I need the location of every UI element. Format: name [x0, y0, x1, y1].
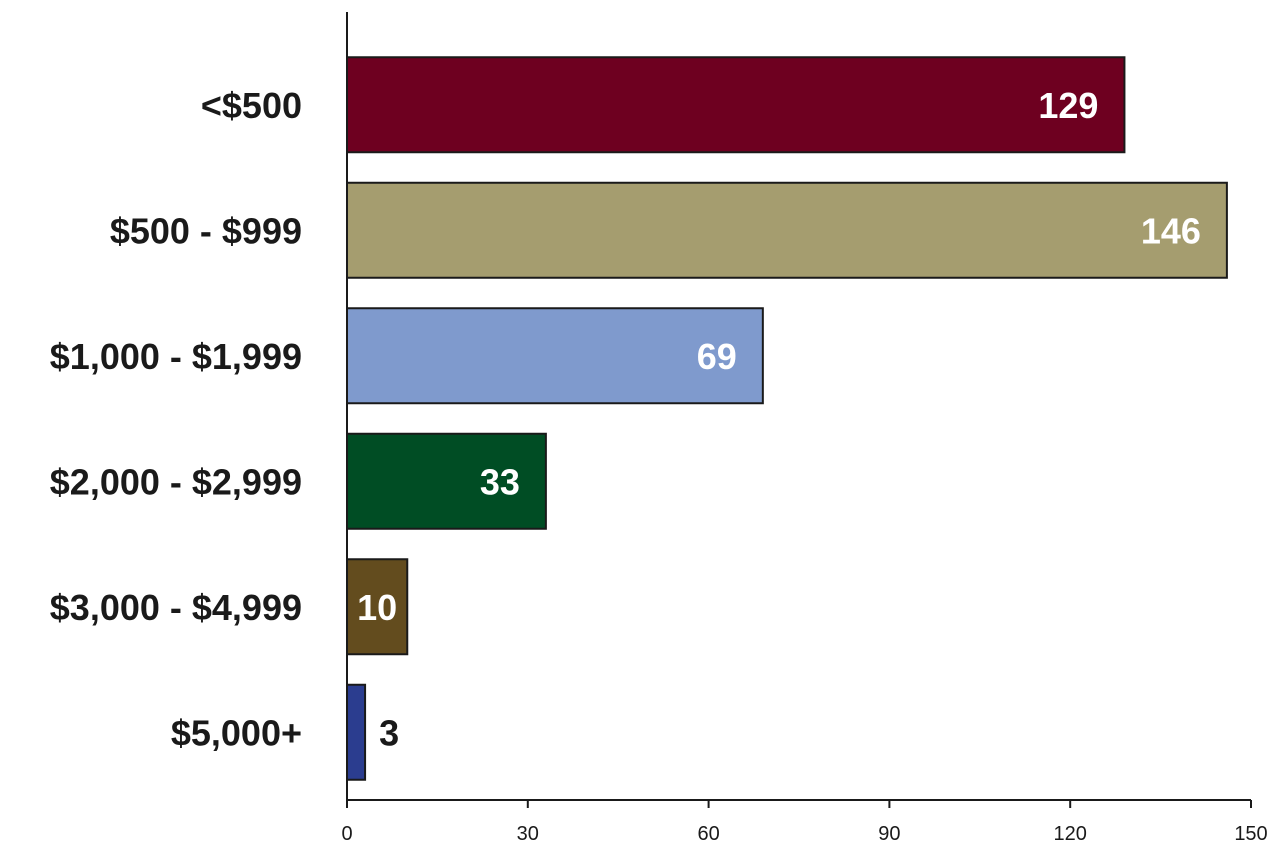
category-labels-layer: <$500 $500 - $999 $1,000 - $1,999 $2,000 - … [50, 85, 302, 754]
bars-layer [346, 56, 1228, 781]
data-label-0: 129 [1038, 85, 1098, 126]
category-label-3: $2,000 - $2,999 [50, 461, 302, 502]
bar-5 [346, 683, 367, 781]
bar-0 [346, 56, 1126, 154]
data-label-3: 33 [480, 461, 520, 502]
bar-3 [346, 432, 547, 530]
data-labels-layer: 129 146 69 33 10 3 [357, 85, 1201, 754]
x-ticks-layer: 0 30 60 90 120 150 [341, 800, 1268, 843]
x-tick-label-5: 150 [1234, 823, 1267, 843]
data-label-1: 146 [1141, 210, 1201, 251]
category-label-0: <$500 [201, 85, 302, 126]
category-label-5: $5,000+ [171, 712, 302, 753]
x-tick-label-4: 120 [1054, 823, 1087, 843]
data-label-5: 3 [379, 712, 399, 753]
x-tick-label-3: 90 [878, 823, 900, 843]
bar-2 [346, 307, 764, 405]
category-label-2: $1,000 - $1,999 [50, 336, 302, 377]
data-label-4: 10 [357, 587, 397, 628]
x-tick-label-0: 0 [341, 823, 352, 843]
x-tick-label-1: 30 [517, 823, 539, 843]
category-label-1: $500 - $999 [110, 210, 302, 251]
data-label-2: 69 [697, 336, 737, 377]
x-tick-label-2: 60 [697, 823, 719, 843]
bar-1 [346, 181, 1228, 279]
bar-4 [346, 558, 409, 656]
category-label-4: $3,000 - $4,999 [50, 587, 302, 628]
